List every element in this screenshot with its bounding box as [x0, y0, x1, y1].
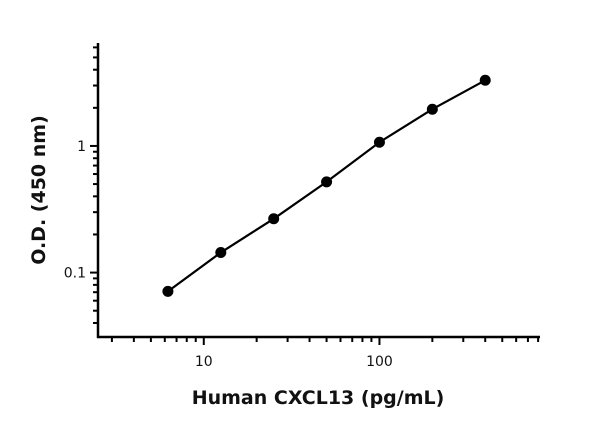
data-point [162, 285, 174, 297]
y-axis-label: O.D. (450 nm) [28, 115, 50, 265]
x-tick-label: 100 [366, 354, 393, 370]
data-point [321, 176, 333, 188]
y-tick-label: 0.1 [64, 266, 86, 282]
x-tick-label: 10 [195, 354, 213, 370]
y-tick-label: 1 [77, 139, 86, 155]
series [162, 74, 491, 297]
data-point [426, 103, 438, 115]
data-point [268, 213, 280, 225]
axes [96, 43, 540, 339]
tick-marks [90, 46, 540, 345]
data-point [373, 136, 385, 148]
data-point [479, 74, 491, 86]
x-axis-label: Human CXCL13 (pg/mL) [192, 387, 445, 409]
data-point [215, 247, 227, 259]
tick-labels: 10 100 0.1 1 [64, 139, 393, 370]
